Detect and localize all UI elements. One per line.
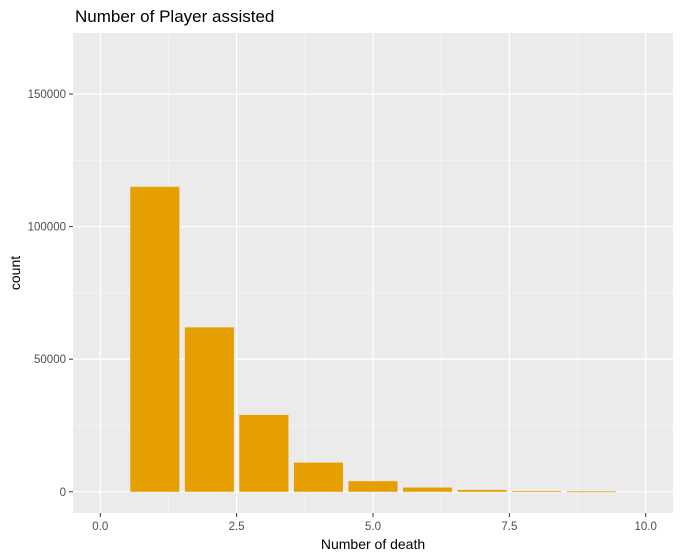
bar xyxy=(239,414,289,492)
x-tick-labels: 0.0 2.5 5.0 7.5 10.0 xyxy=(92,521,657,533)
bar xyxy=(348,481,398,492)
x-tick-label: 2.5 xyxy=(229,521,245,533)
bar xyxy=(184,327,234,492)
y-tick-labels: 0 50000 100000 150000 xyxy=(28,89,66,499)
y-tick-label: 100000 xyxy=(28,222,66,234)
axis-ticks xyxy=(69,93,647,517)
chart-title: Number of Player assisted xyxy=(75,7,274,26)
x-tick-label: 10.0 xyxy=(635,521,657,533)
y-tick-label: 0 xyxy=(60,487,66,499)
x-tick-label: 0.0 xyxy=(92,521,108,533)
bars xyxy=(130,186,616,493)
bar xyxy=(512,490,562,492)
x-tick-label: 5.0 xyxy=(365,521,381,533)
y-tick-label: 50000 xyxy=(34,354,66,366)
x-tick-label: 7.5 xyxy=(501,521,517,533)
x-axis-title: Number of death xyxy=(321,536,425,552)
bar xyxy=(566,491,616,493)
y-tick-label: 150000 xyxy=(28,89,66,101)
bar xyxy=(130,186,180,492)
bar xyxy=(457,489,507,492)
bar xyxy=(403,487,453,492)
y-axis-title: count xyxy=(7,256,23,290)
bar xyxy=(293,462,343,492)
